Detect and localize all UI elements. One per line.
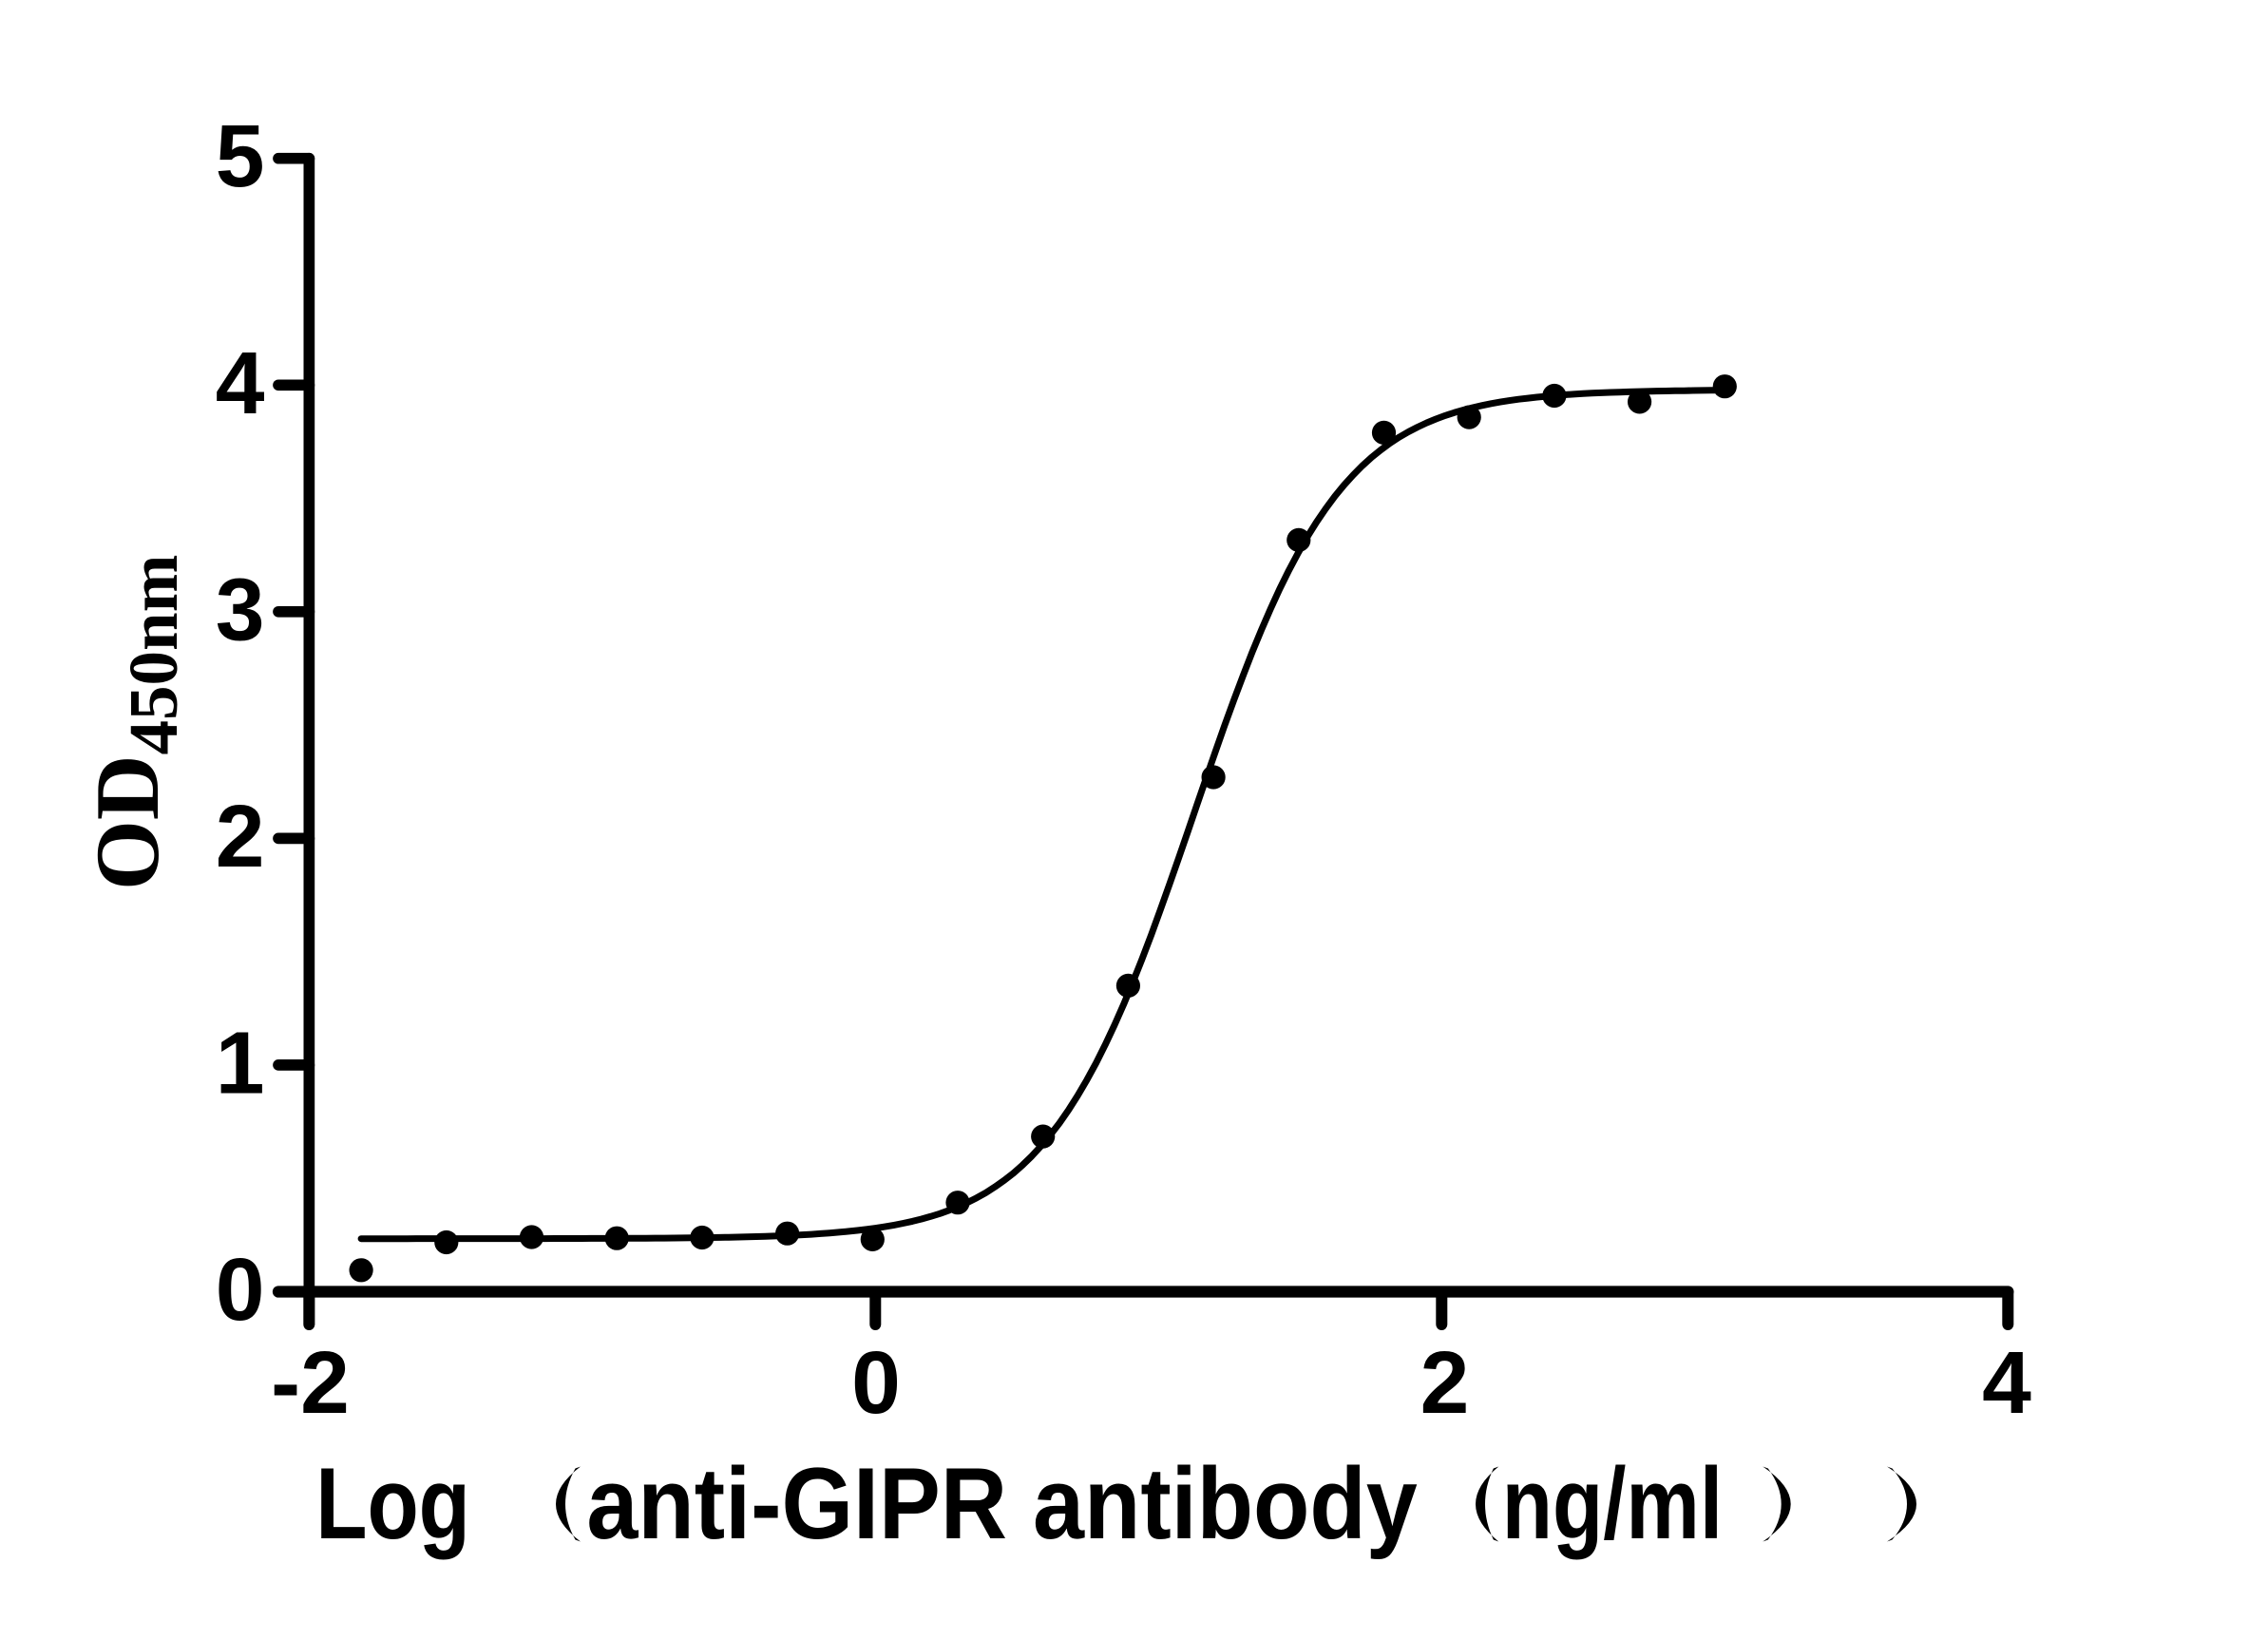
svg-text:3: 3 <box>216 560 265 658</box>
svg-text:anti-GIPR antibody: anti-GIPR antibody <box>586 1445 1417 1559</box>
svg-text:1: 1 <box>216 1013 265 1112</box>
svg-text:ng/ml: ng/ml <box>1502 1446 1723 1560</box>
svg-text:0: 0 <box>216 1240 265 1339</box>
svg-text:2: 2 <box>1420 1333 1470 1432</box>
svg-text:0: 0 <box>851 1333 901 1432</box>
svg-text:-2: -2 <box>271 1333 350 1432</box>
svg-text:5: 5 <box>216 106 265 205</box>
svg-text:4: 4 <box>216 334 265 432</box>
svg-text:4: 4 <box>1982 1333 2031 1432</box>
svg-text:Log: Log <box>315 1446 470 1560</box>
svg-text:OD450nm: OD450nm <box>77 555 192 890</box>
svg-text:2: 2 <box>216 787 265 886</box>
